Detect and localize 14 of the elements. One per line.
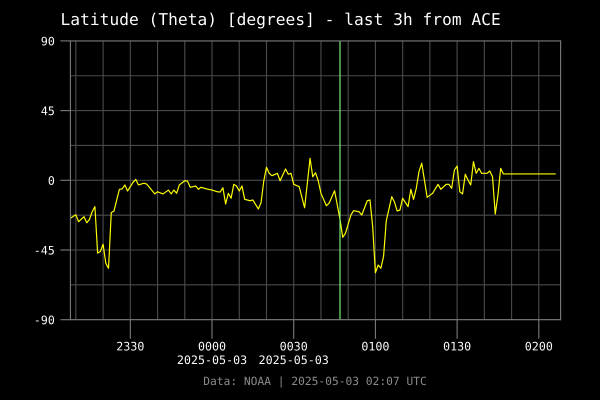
y-tick-label: -90	[36, 316, 54, 324]
x-tick-label: 2330	[117, 342, 144, 351]
x-tick-label: 0200	[526, 342, 552, 351]
x-tick-label: 0030 2025-05-03	[259, 342, 328, 364]
chart-title: Latitude (Theta) [degrees] - last 3h from ACE	[62, 12, 500, 28]
x-tick-label: 0130	[444, 342, 470, 351]
text: Data: NOAA | 2025-05-03 02:07 UTC	[204, 376, 426, 388]
y-tick-label: -45	[36, 246, 54, 255]
y-tick-label: 0	[48, 176, 54, 185]
x-tick-label: 0100	[362, 342, 389, 351]
y-tick-label: 90	[42, 36, 54, 46]
y-tick-label: 45	[41, 106, 54, 116]
x-tick-label: 0000 2025-05-03	[178, 342, 246, 364]
line-series	[70, 158, 556, 274]
